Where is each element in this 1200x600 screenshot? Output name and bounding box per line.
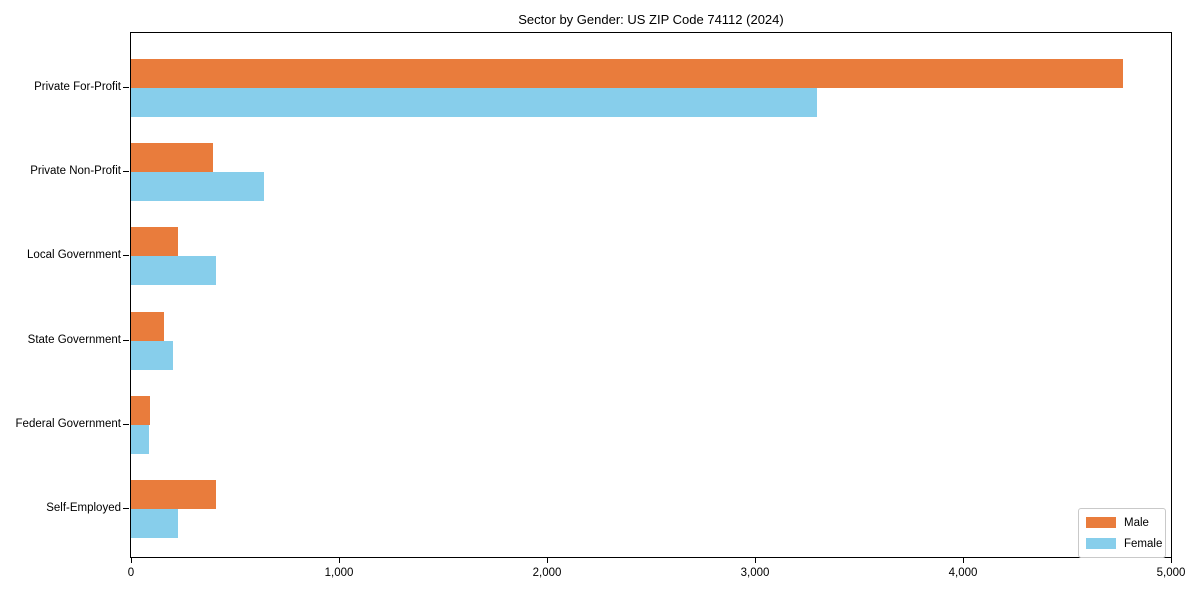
x-tick-mark	[963, 558, 964, 563]
x-tick-mark	[339, 558, 340, 563]
plot-area	[130, 32, 1172, 558]
y-axis-label-self-employed: Self-Employed	[46, 502, 121, 514]
x-tick-mark	[755, 558, 756, 563]
y-axis-label-local-government: Local Government	[27, 249, 121, 262]
y-axis-label-federal-government: Federal Government	[15, 417, 121, 430]
legend-swatch-female	[1086, 538, 1116, 549]
bar-female-private-for-profit	[131, 88, 817, 117]
y-tick-mark	[123, 423, 129, 425]
y-tick-mark	[123, 171, 129, 173]
x-tick-mark	[547, 558, 548, 563]
y-tick-mark	[123, 255, 129, 257]
bar-female-state-government	[131, 340, 173, 370]
bar-female-self-employed	[131, 509, 178, 538]
y-tick-mark	[123, 339, 129, 341]
bar-female-federal-government	[131, 424, 149, 454]
legend-label-female: Female	[1124, 537, 1163, 550]
bar-female-private-non-profit	[131, 172, 264, 202]
y-tick-mark	[123, 87, 129, 88]
legend-label-male: Male	[1124, 516, 1149, 529]
x-tick-label: 5,000	[1156, 567, 1186, 579]
x-tick-label: 0	[127, 567, 135, 579]
x-tick-mark	[131, 558, 132, 563]
bar-male-local-government	[131, 227, 178, 257]
y-axis-label-state-government: State Government	[27, 333, 121, 346]
bar-male-state-government	[131, 311, 164, 341]
bar-male-private-for-profit	[131, 59, 1123, 88]
y-axis-label-private-non-profit: Private Non-Profit	[30, 165, 121, 178]
legend-entry-female: Female	[1086, 535, 1162, 552]
legend-swatch-male	[1086, 517, 1116, 528]
y-tick-mark	[123, 508, 129, 509]
bar-male-self-employed	[131, 480, 216, 509]
x-tick-label: 4,000	[948, 567, 978, 579]
x-tick-label: 2,000	[532, 567, 562, 579]
legend: Male Female	[1078, 508, 1166, 558]
chart-title: Sector by Gender: US ZIP Code 74112 (202…	[518, 12, 784, 27]
bar-male-private-non-profit	[131, 143, 213, 173]
y-axis-label-private-for-profit: Private For-Profit	[34, 81, 121, 93]
x-tick-label: 3,000	[740, 567, 770, 579]
bar-male-federal-government	[131, 395, 150, 425]
legend-entry-male: Male	[1086, 514, 1158, 531]
x-tick-label: 1,000	[324, 567, 354, 579]
x-tick-mark	[1171, 558, 1172, 563]
bar-female-local-government	[131, 256, 216, 286]
